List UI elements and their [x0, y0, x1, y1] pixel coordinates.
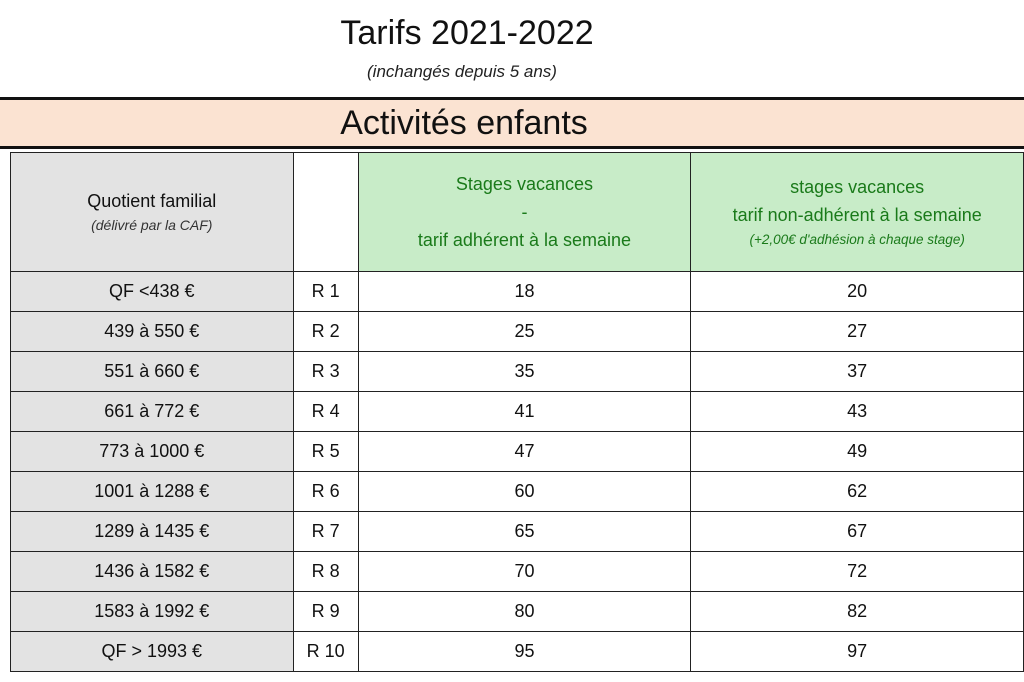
cell-quotient: 773 à 1000 € [10, 431, 294, 472]
cell-adherent: 35 [357, 351, 692, 392]
header-non-adherent-note: (+2,00€ d'adhésion à chaque stage) [749, 232, 965, 247]
page-title: Tarifs 2021-2022 [340, 14, 594, 52]
cell-non-adherent: 72 [690, 551, 1024, 592]
cell-quotient: 661 à 772 € [10, 391, 294, 432]
header-non-adherent-line2: tarif non-adhérent à la semaine [732, 205, 982, 225]
cell-non-adherent: 62 [690, 471, 1024, 512]
page-subtitle: (inchangés depuis 5 ans) [367, 62, 557, 81]
table-row: 551 à 660 € R 3 35 37 [10, 351, 1024, 392]
table-row: 1289 à 1435 € R 7 65 67 [10, 511, 1024, 552]
header-adherent-line3: tarif adhérent à la semaine [417, 230, 632, 250]
section-banner: Activités enfants [0, 97, 1024, 149]
table-row: 1436 à 1582 € R 8 70 72 [10, 551, 1024, 592]
cell-quotient: 1289 à 1435 € [10, 511, 294, 552]
header-qf-label: Quotient familial [87, 191, 217, 211]
cell-non-adherent: 20 [690, 271, 1024, 312]
cell-code: R 7 [292, 511, 359, 552]
cell-adherent: 47 [357, 431, 692, 472]
cell-code: R 5 [292, 431, 359, 472]
table-row: 661 à 772 € R 4 41 43 [10, 391, 1024, 432]
cell-quotient: 439 à 550 € [10, 311, 294, 352]
cell-non-adherent: 43 [690, 391, 1024, 432]
cell-quotient: QF <438 € [10, 271, 294, 312]
cell-adherent: 41 [357, 391, 692, 432]
cell-adherent: 70 [357, 551, 692, 592]
header-non-adherent-line1: stages vacances [790, 177, 925, 197]
cell-quotient: 1436 à 1582 € [10, 551, 294, 592]
cell-quotient: 551 à 660 € [10, 351, 294, 392]
cell-code: R 10 [292, 631, 359, 672]
cell-non-adherent: 37 [690, 351, 1024, 392]
table-row: 1583 à 1992 € R 9 80 82 [10, 591, 1024, 632]
section-banner-title: Activités enfants [340, 104, 588, 142]
cell-non-adherent: 27 [690, 311, 1024, 352]
cell-code: R 4 [292, 391, 359, 432]
cell-adherent: 65 [357, 511, 692, 552]
cell-non-adherent: 49 [690, 431, 1024, 472]
table-row: 1001 à 1288 € R 6 60 62 [10, 471, 1024, 512]
table-row: QF > 1993 € R 10 95 97 [10, 631, 1024, 672]
cell-non-adherent: 67 [690, 511, 1024, 552]
header-adherent-line2: - [521, 202, 528, 222]
cell-non-adherent: 97 [690, 631, 1024, 672]
cell-code: R 6 [292, 471, 359, 512]
table-row: 439 à 550 € R 2 25 27 [10, 311, 1024, 352]
cell-quotient: 1001 à 1288 € [10, 471, 294, 512]
cell-quotient: QF > 1993 € [10, 631, 294, 672]
header-adherent: Stages vacances - tarif adhérent à la se… [357, 152, 692, 272]
table-header-row: Quotient familial (délivré par la CAF) S… [10, 152, 1024, 272]
cell-non-adherent: 82 [690, 591, 1024, 632]
cell-code: R 3 [292, 351, 359, 392]
cell-code: R 8 [292, 551, 359, 592]
tariff-table: Quotient familial (délivré par la CAF) S… [10, 152, 1024, 672]
header-quotient-familial: Quotient familial (délivré par la CAF) [10, 152, 294, 272]
header-adherent-line1: Stages vacances [455, 174, 593, 194]
header-qf-note: (délivré par la CAF) [91, 217, 213, 233]
cell-code: R 9 [292, 591, 359, 632]
cell-code: R 2 [292, 311, 359, 352]
cell-adherent: 95 [357, 631, 692, 672]
table-row: 773 à 1000 € R 5 47 49 [10, 431, 1024, 472]
cell-code: R 1 [292, 271, 359, 312]
header-code-empty [292, 152, 359, 272]
cell-quotient: 1583 à 1992 € [10, 591, 294, 632]
cell-adherent: 60 [357, 471, 692, 512]
cell-adherent: 80 [357, 591, 692, 632]
header-non-adherent: stages vacances tarif non-adhérent à la … [690, 152, 1024, 272]
cell-adherent: 25 [357, 311, 692, 352]
table-row: QF <438 € R 1 18 20 [10, 271, 1024, 312]
cell-adherent: 18 [357, 271, 692, 312]
